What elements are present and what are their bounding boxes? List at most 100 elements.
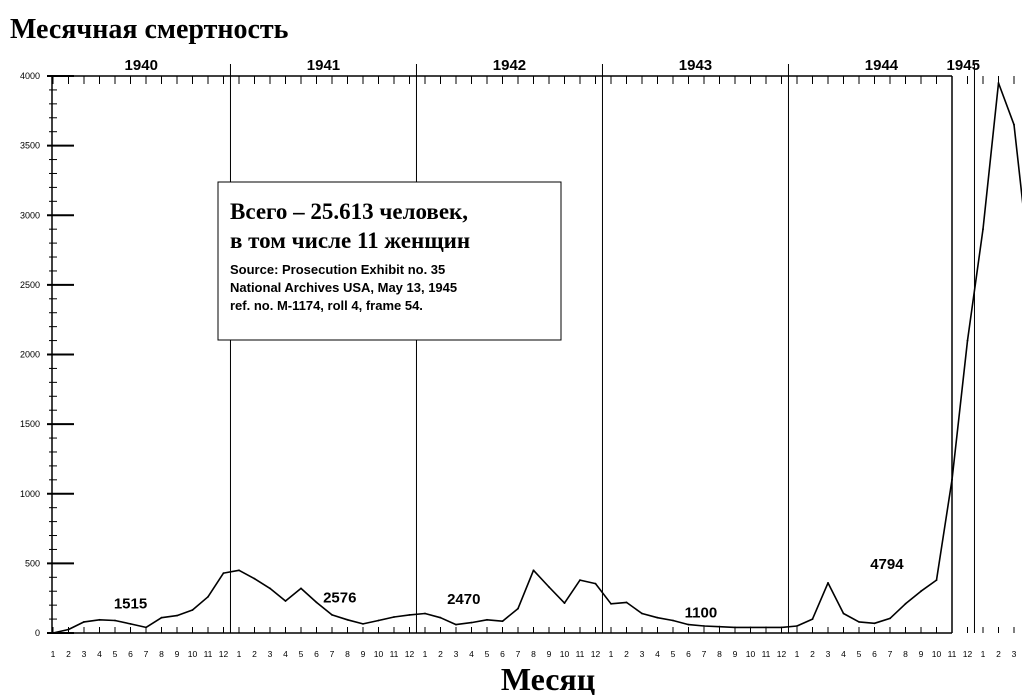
- annual-total-labels: 1515257624701100479413158: [114, 556, 904, 622]
- x-month-label: 5: [299, 649, 304, 659]
- x-month-label: 1: [51, 649, 56, 659]
- y-tick-label: 4000: [20, 71, 40, 81]
- data-point: [393, 616, 395, 618]
- data-point: [904, 602, 907, 605]
- data-point: [1013, 123, 1015, 126]
- x-month-label: 12: [777, 649, 787, 659]
- x-month-label: 6: [314, 649, 319, 659]
- data-point: [703, 625, 705, 627]
- data-point: [982, 228, 984, 231]
- y-tick-label: 1000: [20, 489, 40, 499]
- data-point: [594, 582, 597, 585]
- data-point: [656, 616, 659, 619]
- x-axis-label: Месяц: [501, 661, 595, 695]
- data-point: [331, 614, 333, 616]
- x-month-label: 2: [996, 649, 1001, 659]
- y-tick-label: 0: [35, 628, 40, 638]
- data-point: [842, 612, 845, 615]
- y-tick-label: 1500: [20, 419, 40, 429]
- year-label-1943: 1943: [679, 57, 712, 74]
- summary-box-frame: [217, 181, 562, 341]
- x-month-label: 1: [981, 649, 986, 659]
- x-month-label: 5: [671, 649, 676, 659]
- data-point: [269, 587, 271, 590]
- summary-total-text: Всего – 25.613 человек,: [230, 199, 468, 224]
- data-point: [98, 618, 101, 621]
- summary-women-text: в том числе 11 женщин: [230, 228, 470, 253]
- x-month-label: 12: [405, 649, 415, 659]
- x-month-label: 1: [609, 649, 614, 659]
- x-month-label: 3: [454, 649, 459, 659]
- x-month-label: 4: [97, 649, 102, 659]
- y-tick-label: 3500: [20, 141, 40, 151]
- year-label-1941: 1941: [307, 57, 340, 74]
- x-month-label: 10: [560, 649, 570, 659]
- y-tick-label: 2500: [20, 280, 40, 290]
- x-month-label: 9: [361, 649, 366, 659]
- data-point: [718, 625, 721, 628]
- x-month-label: 1: [795, 649, 800, 659]
- data-point: [176, 614, 178, 617]
- data-point: [796, 625, 798, 627]
- data-point: [532, 569, 535, 572]
- x-month-label: 12: [591, 649, 601, 659]
- data-point: [238, 569, 240, 572]
- chart-title: Месячная смертность: [10, 14, 289, 45]
- data-point: [920, 590, 922, 593]
- annual-total-1944: 4794: [870, 556, 904, 573]
- data-point: [765, 626, 767, 629]
- data-point: [222, 572, 225, 574]
- data-point: [935, 579, 938, 581]
- year-dividers: [229, 64, 975, 633]
- x-month-label: 8: [345, 649, 350, 659]
- x-month-label: 2: [438, 649, 443, 659]
- data-point: [439, 616, 442, 619]
- data-point: [346, 618, 349, 621]
- x-month-label: 3: [82, 649, 87, 659]
- y-tick-label: 500: [25, 558, 40, 568]
- x-month-label: 6: [500, 649, 505, 659]
- data-point: [284, 600, 287, 602]
- data-point: [191, 609, 194, 611]
- x-month-label: 6: [872, 649, 877, 659]
- data-point: [424, 612, 426, 615]
- source-line-2: National Archives USA, May 13, 1945: [230, 280, 457, 295]
- annual-total-1940: 1515: [114, 596, 147, 613]
- data-point: [52, 632, 54, 634]
- x-month-label: 9: [547, 649, 552, 659]
- data-point: [160, 616, 163, 619]
- data-point: [749, 626, 752, 629]
- data-point: [455, 623, 457, 626]
- data-point: [579, 579, 581, 581]
- x-month-label: 4: [655, 649, 660, 659]
- x-month-label: 10: [746, 649, 756, 659]
- data-point: [889, 617, 891, 620]
- x-month-label: 11: [390, 649, 399, 659]
- x-month-label: 10: [374, 649, 384, 659]
- summary-box: Всего – 25.613 человек, в том числе 11 ж…: [217, 181, 562, 341]
- x-month-label: 7: [330, 649, 335, 659]
- x-month-label: 1: [423, 649, 428, 659]
- x-month-label: 8: [717, 649, 722, 659]
- year-label-1940: 1940: [125, 57, 158, 74]
- data-point: [129, 623, 132, 625]
- data-series: [52, 82, 1022, 634]
- x-month-label: 2: [252, 649, 257, 659]
- annual-total-1941: 2576: [323, 589, 356, 606]
- data-point: [997, 82, 1000, 84]
- data-point: [563, 602, 566, 604]
- data-point: [966, 339, 969, 342]
- x-month-label: 12: [963, 649, 973, 659]
- x-month-label: 11: [762, 649, 771, 659]
- x-month-label: 7: [702, 649, 707, 659]
- data-point: [408, 614, 411, 616]
- x-month-label: 2: [66, 649, 71, 659]
- x-month-label: 7: [516, 649, 521, 659]
- data-point: [548, 586, 550, 588]
- data-point: [951, 478, 953, 481]
- x-month-label: 3: [826, 649, 831, 659]
- year-labels: 1940 1941 1942 1943 1944 1945: [125, 57, 980, 74]
- x-month-label: 4: [469, 649, 474, 659]
- x-month-label: 3: [1012, 649, 1017, 659]
